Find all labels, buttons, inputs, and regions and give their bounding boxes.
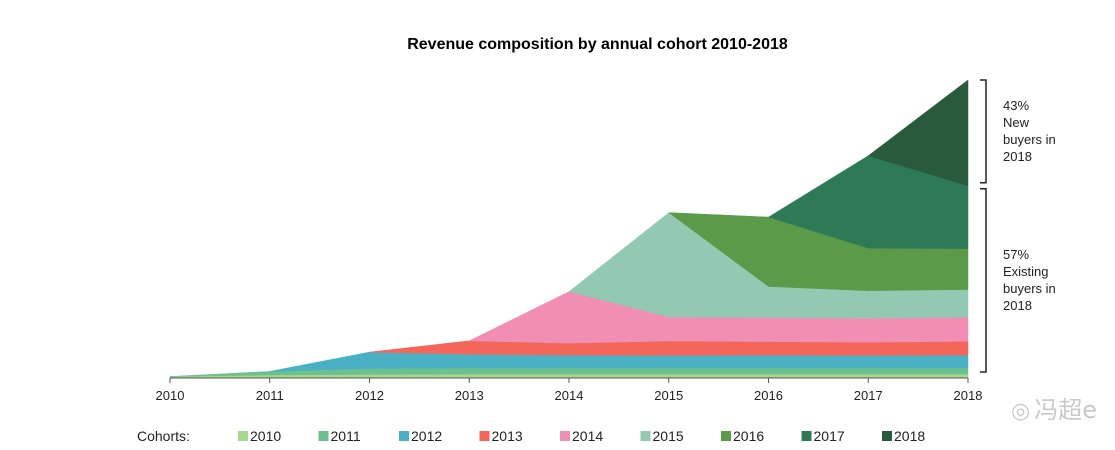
legend-label-2018: 2018 xyxy=(894,428,925,444)
watermark: ◎ 冯超e xyxy=(1011,390,1097,425)
bracket-existing-buyers-text: 2018 xyxy=(1003,298,1032,313)
bracket-new-buyers-text: buyers in xyxy=(1003,132,1056,147)
legend-label-2015: 2015 xyxy=(653,428,684,444)
bracket-existing-buyers: 57% Existing buyers in 2018 xyxy=(980,188,1056,373)
legend: Cohorts: 2010 2011 2012 2013 2014 2015 2016 2017… xyxy=(137,428,925,444)
bracket-new-buyers-text: New xyxy=(1003,115,1030,130)
legend-swatch-2013 xyxy=(479,431,490,441)
bracket-existing-buyers-line xyxy=(980,188,987,373)
bracket-existing-buyers-text: Existing xyxy=(1003,264,1049,279)
legend-item-2017: 2017 xyxy=(801,428,845,444)
legend-swatch-2011 xyxy=(318,431,329,441)
x-tick-label-2012: 2012 xyxy=(355,388,384,403)
weibo-icon: ◎ xyxy=(1011,399,1031,424)
legend-swatch-2018 xyxy=(882,431,892,441)
area-series-2017 xyxy=(767,155,969,249)
legend-item-2016: 2016 xyxy=(721,428,764,444)
legend-swatch-2014 xyxy=(560,431,570,441)
legend-swatch-2016 xyxy=(721,431,731,441)
legend-title: Cohorts: xyxy=(137,428,190,444)
legend-label-2013: 2013 xyxy=(492,428,523,444)
legend-item-2014: 2014 xyxy=(560,428,603,444)
legend-item-2013: 2013 xyxy=(479,428,523,444)
area-series-2013 xyxy=(369,340,969,356)
legend-item-2010: 2010 xyxy=(238,428,281,444)
x-tick-label-2010: 2010 xyxy=(156,388,185,403)
legend-swatch-2017 xyxy=(801,431,812,441)
legend-label-2010: 2010 xyxy=(250,428,281,444)
legend-swatch-2012 xyxy=(399,431,409,441)
bracket-existing-buyers-text: buyers in xyxy=(1003,281,1056,296)
x-tick-label-2013: 2013 xyxy=(455,388,484,403)
legend-label-2016: 2016 xyxy=(733,428,764,444)
legend-label-2017: 2017 xyxy=(814,428,845,444)
area-layers xyxy=(169,79,969,379)
x-axis-ticks: 2010 2011 2012 2013 2014 2015 2016 2017 2018 xyxy=(156,378,983,403)
x-tick-label-2011: 2011 xyxy=(256,388,284,403)
legend-item-2011: 2011 xyxy=(318,428,361,444)
area-series-2018 xyxy=(867,79,969,187)
bracket-new-buyers: 43% New buyers in 2018 xyxy=(980,79,1056,184)
legend-item-2018: 2018 xyxy=(882,428,925,444)
legend-swatch-2010 xyxy=(238,431,248,441)
legend-item-2015: 2015 xyxy=(640,428,684,444)
x-tick-label-2016: 2016 xyxy=(754,388,783,403)
watermark-text: 冯超e xyxy=(1034,396,1097,424)
legend-label-2012: 2012 xyxy=(411,428,442,444)
legend-swatch-2015 xyxy=(640,431,651,441)
legend-label-2011: 2011 xyxy=(331,428,361,444)
x-tick-label-2015: 2015 xyxy=(654,388,683,403)
share-brackets: 43% New buyers in 2018 57% Existing buyers in 2… xyxy=(980,79,1056,373)
bracket-new-buyers-text: 2018 xyxy=(1003,149,1032,164)
bracket-new-buyers-text: 43% xyxy=(1003,98,1029,113)
x-tick-label-2017: 2017 xyxy=(854,388,883,403)
bracket-new-buyers-line xyxy=(980,79,987,184)
legend-item-2012: 2012 xyxy=(399,428,442,444)
x-tick-label-2014: 2014 xyxy=(555,388,584,403)
bracket-existing-buyers-text: 57% xyxy=(1003,247,1029,262)
legend-label-2014: 2014 xyxy=(572,428,603,444)
x-tick-label-2018: 2018 xyxy=(954,388,983,403)
chart-title: Revenue composition by annual cohort 201… xyxy=(407,36,788,53)
